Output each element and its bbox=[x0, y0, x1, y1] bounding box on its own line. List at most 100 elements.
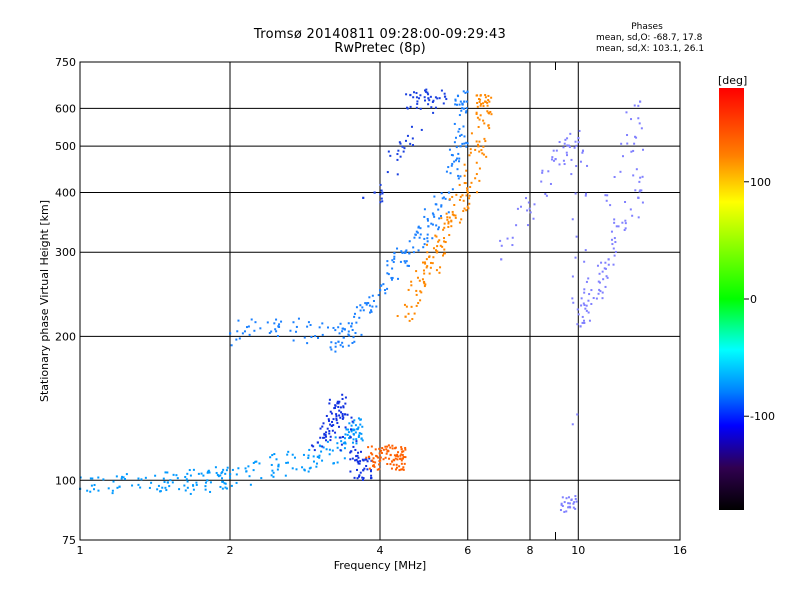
data-point bbox=[438, 97, 441, 100]
data-point bbox=[511, 236, 514, 239]
data-point bbox=[456, 168, 459, 171]
data-point bbox=[286, 453, 289, 456]
data-point bbox=[566, 144, 569, 147]
data-point bbox=[455, 193, 458, 196]
data-point bbox=[360, 333, 363, 336]
data-point bbox=[386, 287, 389, 290]
data-point bbox=[275, 330, 278, 333]
data-point bbox=[403, 251, 406, 254]
data-point bbox=[624, 219, 627, 222]
data-point bbox=[459, 195, 462, 198]
data-point bbox=[414, 233, 417, 236]
data-point bbox=[378, 468, 381, 471]
data-point bbox=[236, 330, 239, 333]
data-point bbox=[224, 482, 227, 485]
data-point bbox=[406, 264, 409, 267]
data-point bbox=[596, 264, 599, 267]
data-point bbox=[466, 189, 469, 192]
data-point bbox=[178, 488, 181, 491]
data-point bbox=[599, 290, 602, 293]
data-point bbox=[581, 321, 584, 324]
data-point bbox=[571, 423, 574, 426]
data-point bbox=[89, 490, 92, 493]
data-point bbox=[461, 194, 464, 197]
data-point bbox=[475, 173, 478, 176]
data-point bbox=[206, 479, 209, 482]
data-point bbox=[433, 215, 436, 218]
data-point bbox=[287, 450, 290, 453]
data-point bbox=[378, 447, 381, 450]
data-point bbox=[189, 492, 192, 495]
data-point bbox=[399, 457, 402, 460]
data-point bbox=[398, 141, 401, 144]
data-point bbox=[549, 182, 552, 185]
data-point bbox=[221, 470, 224, 473]
data-point bbox=[353, 340, 356, 343]
data-point bbox=[583, 291, 586, 294]
data-point bbox=[443, 237, 446, 240]
data-point bbox=[476, 191, 479, 194]
data-point bbox=[352, 421, 355, 424]
data-point bbox=[359, 418, 362, 421]
data-point bbox=[221, 477, 224, 480]
data-point bbox=[390, 467, 393, 470]
data-point bbox=[428, 256, 431, 259]
data-point bbox=[575, 500, 578, 503]
data-point bbox=[355, 438, 358, 441]
data-point bbox=[452, 214, 455, 217]
data-point bbox=[325, 431, 328, 434]
data-point bbox=[545, 194, 548, 197]
data-point bbox=[461, 142, 464, 145]
data-point bbox=[488, 100, 491, 103]
data-point bbox=[584, 192, 587, 195]
data-point bbox=[373, 191, 376, 194]
data-point bbox=[453, 122, 456, 125]
data-point bbox=[427, 225, 430, 228]
data-point bbox=[231, 468, 234, 471]
y-tick-label: 750 bbox=[55, 56, 76, 69]
data-point bbox=[186, 472, 189, 475]
data-point bbox=[270, 474, 273, 477]
data-point bbox=[402, 150, 405, 153]
data-point bbox=[401, 145, 404, 148]
data-point bbox=[204, 485, 207, 488]
data-point bbox=[334, 345, 337, 348]
data-point bbox=[285, 461, 288, 464]
data-point bbox=[349, 436, 352, 439]
data-point bbox=[447, 166, 450, 169]
data-point bbox=[454, 136, 457, 139]
data-point bbox=[409, 142, 412, 145]
data-point bbox=[587, 299, 590, 302]
data-point bbox=[342, 442, 345, 445]
data-point bbox=[454, 99, 457, 102]
data-point bbox=[401, 457, 404, 460]
data-point bbox=[584, 194, 587, 197]
data-point bbox=[166, 471, 169, 474]
data-point bbox=[276, 468, 279, 471]
data-point bbox=[552, 159, 555, 162]
data-point bbox=[426, 251, 429, 254]
data-point bbox=[390, 276, 393, 279]
data-point bbox=[349, 451, 352, 454]
data-point bbox=[166, 481, 169, 484]
data-point bbox=[519, 205, 522, 208]
data-point bbox=[477, 98, 480, 101]
data-point bbox=[400, 462, 403, 465]
data-point bbox=[86, 489, 89, 492]
data-point bbox=[358, 432, 361, 435]
data-point bbox=[637, 117, 640, 120]
data-point bbox=[613, 221, 616, 224]
data-point bbox=[632, 149, 635, 152]
data-point bbox=[381, 191, 384, 194]
data-point bbox=[424, 262, 427, 265]
data-point bbox=[410, 280, 413, 283]
data-point bbox=[255, 460, 258, 463]
data-point bbox=[346, 413, 349, 416]
data-point bbox=[418, 97, 421, 100]
data-point bbox=[352, 445, 355, 448]
data-point bbox=[571, 297, 574, 300]
data-point bbox=[89, 477, 92, 480]
data-point bbox=[399, 260, 402, 263]
data-point bbox=[353, 312, 356, 315]
data-point bbox=[587, 311, 590, 314]
